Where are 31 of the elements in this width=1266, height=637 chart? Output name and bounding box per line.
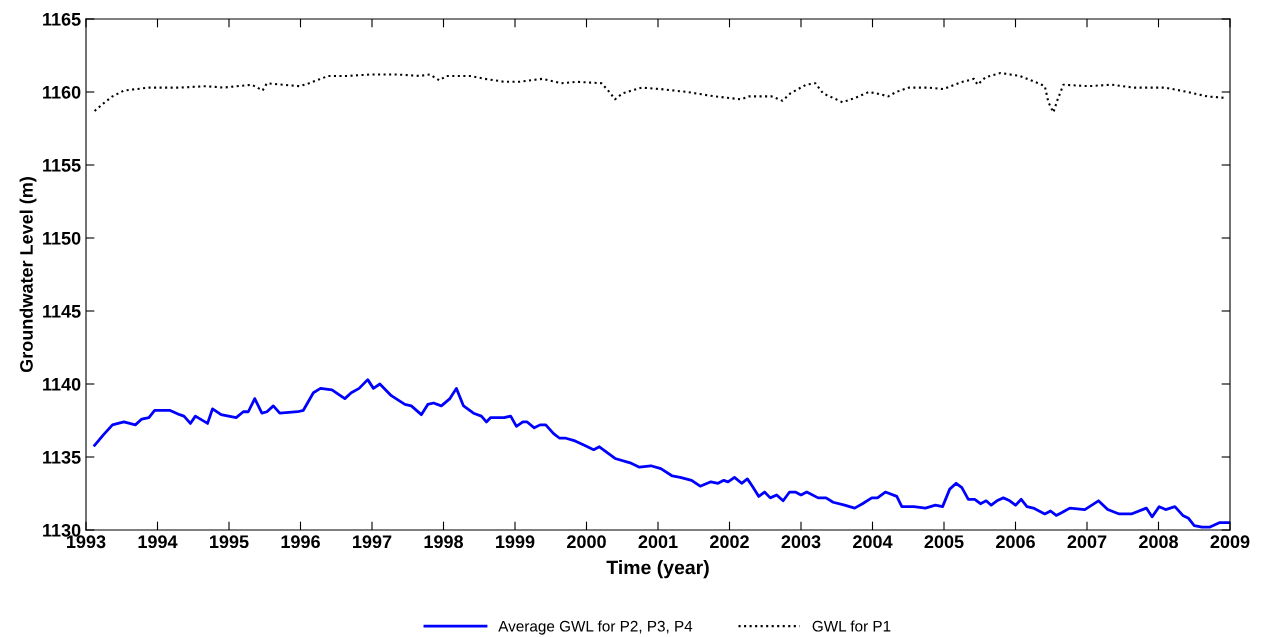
x-tick-label: 2001 [638, 535, 678, 549]
x-tick-label: 1996 [281, 535, 320, 549]
y-axis-title: Groundwater Level (m) [19, 177, 37, 373]
x-tick-label: 2002 [710, 535, 749, 549]
line-series [93, 378, 1230, 529]
x-tick-label: 2009 [1210, 535, 1250, 549]
x-tick-label: 1995 [210, 535, 249, 549]
x-tick-label: 2005 [924, 535, 964, 549]
line-series [93, 71, 1226, 114]
x-tick-label: 2003 [781, 535, 821, 549]
legend-label: Average GWL for P2, P3, P4 [498, 620, 693, 635]
x-tick-label: 2008 [1139, 535, 1179, 549]
x-tick-label: 2004 [853, 535, 893, 549]
y-tick-label: 1150 [43, 231, 81, 245]
x-axis-title: Time (year) [606, 560, 709, 579]
x-tick-label: 1998 [424, 535, 464, 549]
x-tick-label: 1993 [67, 535, 106, 549]
x-tick-label: 2000 [567, 535, 606, 549]
y-tick-label: 1135 [43, 450, 81, 464]
x-tick-label: 2006 [996, 535, 1035, 549]
y-tick-label: 1160 [43, 85, 81, 99]
x-tick-label: 1994 [138, 535, 178, 549]
y-tick-label: 1140 [43, 377, 81, 391]
x-tick-label: 2007 [1067, 535, 1107, 549]
x-tick-label: 1999 [496, 535, 535, 549]
y-tick-label: 1130 [43, 523, 81, 537]
y-tick-label: 1145 [43, 305, 81, 318]
legend-label: GWL for P1 [812, 620, 891, 632]
y-tick-label: 1165 [43, 12, 81, 26]
y-tick-label: 1155 [43, 159, 81, 172]
x-tick-label: 1997 [353, 535, 392, 549]
